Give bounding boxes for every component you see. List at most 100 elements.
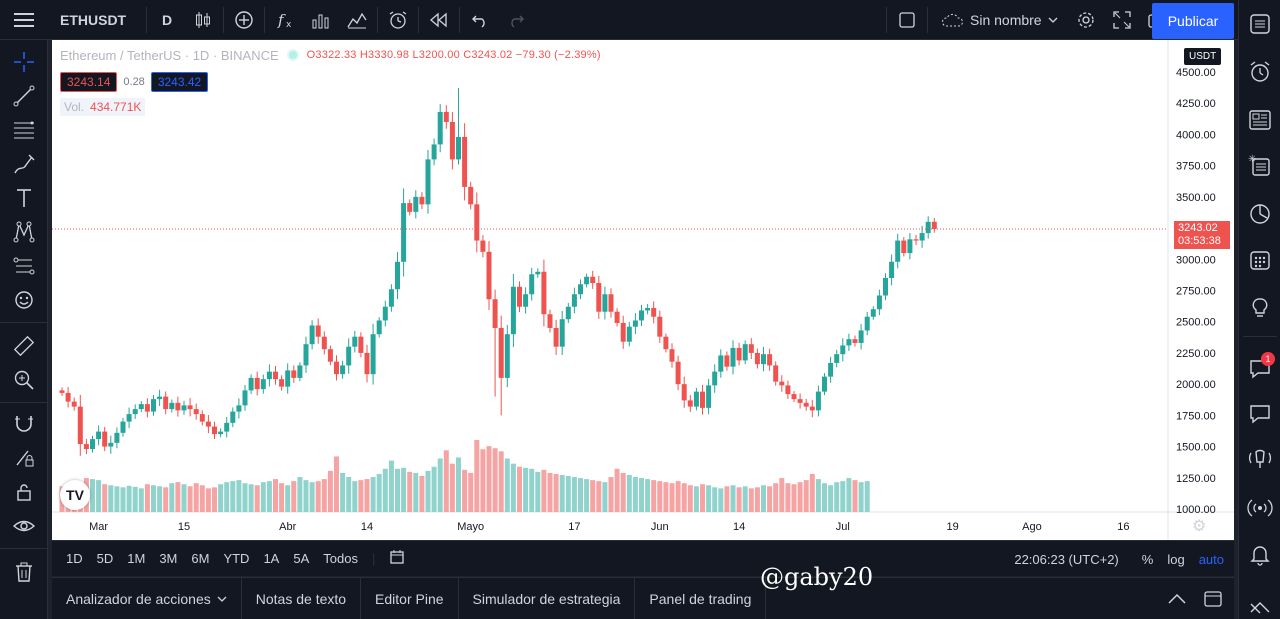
range-1m[interactable]: 1M [127,551,146,566]
broadcast-icon[interactable] [1244,492,1276,524]
tab-strategy-tester[interactable]: Simulador de estrategia [459,577,636,619]
candle-body [303,344,309,366]
lock-icon[interactable] [8,476,40,508]
tab-trading-panel[interactable]: Panel de trading [635,577,767,619]
magnet-icon[interactable] [8,408,40,440]
crosshair-icon[interactable] [8,46,40,78]
text-tool-icon[interactable] [8,182,40,214]
cloud-icon [942,13,963,27]
private-chats-icon[interactable] [1244,398,1276,430]
candle-body [559,319,565,347]
watchlist-icon[interactable] [1244,8,1276,40]
candle-body [108,442,114,447]
eye-icon[interactable] [8,510,40,542]
layout-select-icon[interactable] [889,0,925,40]
tab-stock-screener[interactable]: Analizador de acciones [52,577,242,619]
svg-text:✳: ✳ [1248,154,1256,165]
low-value: L3200.00 [412,49,460,61]
zoom-in-icon[interactable] [8,364,40,396]
ruler-icon[interactable] [8,330,40,362]
data-window-icon[interactable] [1244,198,1276,230]
chevron-up-icon[interactable] [1168,593,1186,605]
candle-body [895,240,901,262]
percent-toggle[interactable]: % [1141,551,1154,567]
volume-bar [285,485,291,512]
redo-icon[interactable] [498,0,534,40]
volume-bar [535,471,541,512]
symbol-title[interactable]: Ethereum / TetherUS · 1D · BINANCE [60,47,279,63]
volume-label[interactable]: Vol. [64,100,85,114]
pattern-icon[interactable] [8,216,40,248]
candle-body [132,409,138,415]
ideas-stream-icon[interactable]: ✳ [1244,150,1276,182]
news-icon[interactable] [1244,104,1276,136]
symbol-search-button[interactable]: ETHUSDT [60,11,127,28]
tradingview-logo[interactable]: TV [60,480,90,510]
price-chart[interactable]: 4500.004250.004000.003750.003500.003250.… [52,40,1234,540]
replay-icon[interactable] [421,0,457,40]
compare-add-icon[interactable] [226,0,262,40]
chart-pane[interactable]: 4500.004250.004000.003750.003500.003250.… [52,40,1234,540]
more-icon[interactable] [1244,590,1276,619]
trend-line-icon[interactable] [8,80,40,112]
sell-price-button[interactable]: 3243.14 [60,72,118,92]
candle-body [260,379,266,390]
volume-bar [742,486,748,512]
calendar-icon[interactable] [1244,244,1276,276]
candle-body [230,411,236,423]
fullscreen-icon[interactable] [1104,0,1140,40]
timezone-clock[interactable]: 22:06:23 (UTC+2) [1014,551,1119,567]
emoji-icon[interactable] [8,284,40,316]
trash-icon[interactable] [8,556,40,588]
volume-bar [712,487,718,512]
undo-icon[interactable] [462,0,498,40]
publish-button[interactable]: Publicar [1152,3,1234,39]
tab-text-notes[interactable]: Notas de texto [242,577,362,619]
range-5d[interactable]: 5D [96,551,114,566]
range-1d[interactable]: 1D [66,551,83,566]
candle-body [724,355,730,367]
prediction-measure-icon[interactable] [8,250,40,282]
templates-icon[interactable] [339,0,375,40]
volume-bar [279,483,285,512]
volume-bar [852,480,858,512]
lightbulb-icon[interactable] [1244,292,1276,324]
financials-icon[interactable] [303,0,339,40]
axis-settings-gear-icon[interactable]: ⚙ [1192,518,1207,535]
lock-drawing-icon[interactable] [8,442,40,474]
fib-retracement-icon[interactable] [8,114,40,146]
range-6m[interactable]: 6M [191,551,210,566]
notifications-bell-icon[interactable] [1244,538,1276,570]
interval-button[interactable]: D [161,11,173,28]
volume-bar [675,481,681,512]
chats-icon[interactable]: 1 [1244,352,1276,384]
range-todos[interactable]: Todos [323,551,358,566]
alert-clock-icon[interactable] [380,0,416,40]
auto-scale-toggle[interactable]: auto [1198,551,1224,567]
volume-bar [754,487,760,512]
candle-body [157,396,163,400]
streams-icon[interactable] [1244,444,1276,476]
buy-price-button[interactable]: 3243.42 [150,72,209,92]
maximize-panel-icon[interactable] [1204,591,1222,607]
go-to-date-icon[interactable] [382,549,412,568]
menu-icon[interactable] [0,0,48,40]
candle-body [297,365,303,378]
brush-icon[interactable] [8,148,40,180]
range-5a[interactable]: 5A [293,551,310,566]
tab-pine-editor[interactable]: Editor Pine [361,577,459,619]
log-toggle[interactable]: log [1167,551,1185,567]
settings-gear-icon[interactable] [1068,0,1104,40]
candle-body [236,405,242,412]
range-3m[interactable]: 3M [159,551,178,566]
candle-body [181,405,187,411]
range-1a[interactable]: 1A [263,551,280,566]
currency-badge[interactable]: USDT [1184,48,1222,65]
change-value: −79.30 (−2.39%) [515,49,601,61]
chart-type-candles-icon[interactable] [185,0,221,40]
alerts-icon[interactable] [1244,56,1276,88]
layout-name-dropdown[interactable]: Sin nombre [930,0,1068,40]
range-ytd[interactable]: YTD [223,551,250,566]
